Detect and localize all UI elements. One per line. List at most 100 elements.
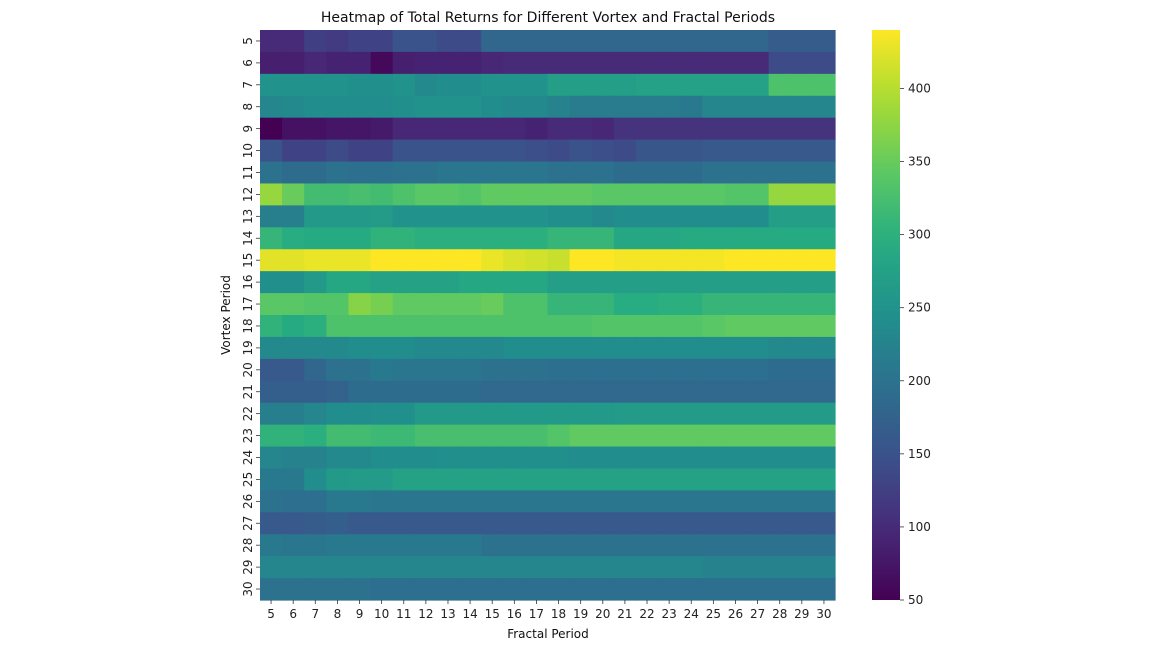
heatmap-cell <box>790 446 814 470</box>
heatmap-cell <box>414 30 438 53</box>
heatmap-cell <box>768 95 792 119</box>
heatmap-cell <box>812 380 836 404</box>
heatmap-cell <box>282 490 305 513</box>
y-tick-label: 13 <box>241 209 255 224</box>
heatmap-cell <box>746 95 770 119</box>
heatmap-cell <box>768 315 792 338</box>
heatmap-cell <box>370 534 394 557</box>
heatmap-cell <box>392 380 416 404</box>
heatmap-cell <box>569 336 593 360</box>
heatmap-cell <box>613 358 637 382</box>
heatmap-cell <box>260 51 283 75</box>
heatmap-cell <box>481 227 504 250</box>
heatmap-cell <box>702 183 726 206</box>
heatmap-cell <box>414 534 438 557</box>
heatmap-cell <box>326 336 350 360</box>
heatmap-cell <box>481 161 504 185</box>
heatmap-cell <box>459 183 482 206</box>
heatmap-cell <box>304 95 327 119</box>
heatmap-cell <box>459 271 482 294</box>
heatmap-cell <box>702 380 726 404</box>
heatmap-cell <box>436 468 460 491</box>
heatmap-cell <box>414 271 438 294</box>
heatmap-cell <box>724 402 748 426</box>
heatmap-cell <box>680 490 703 513</box>
heatmap-cell <box>392 249 416 272</box>
heatmap-cell <box>503 512 526 535</box>
heatmap-cell <box>481 358 504 382</box>
heatmap-cell <box>680 578 703 601</box>
y-tick-label: 24 <box>241 450 255 465</box>
heatmap-cell <box>790 315 814 338</box>
heatmap-cell <box>702 293 726 316</box>
heatmap-cell <box>348 117 372 141</box>
heatmap-cell <box>414 490 438 513</box>
heatmap-cell <box>680 271 703 294</box>
x-tick-label: 28 <box>772 607 787 621</box>
heatmap-cell <box>569 468 593 491</box>
heatmap-cell <box>260 293 283 316</box>
heatmap-cell <box>392 205 416 228</box>
heatmap-cell <box>481 446 504 470</box>
colorbar-tick-label: 300 <box>908 228 931 242</box>
heatmap-cell <box>569 161 593 185</box>
x-tick-label: 17 <box>529 607 544 621</box>
heatmap-cell <box>812 73 836 97</box>
heatmap-cell <box>282 161 305 185</box>
heatmap-cell <box>658 139 681 163</box>
heatmap-cell <box>768 446 792 470</box>
heatmap-cell <box>414 315 438 338</box>
heatmap-cell <box>702 51 726 75</box>
heatmap-cell <box>658 358 681 382</box>
heatmap-cell <box>768 249 792 272</box>
heatmap-cell <box>525 490 549 513</box>
heatmap-cell <box>326 271 350 294</box>
heatmap-cell <box>414 139 438 163</box>
heatmap-cell <box>326 556 350 579</box>
heatmap-cell <box>436 446 460 470</box>
x-tick-label: 6 <box>289 607 297 621</box>
heatmap-cell <box>724 117 748 141</box>
heatmap-cell <box>658 51 681 75</box>
heatmap-cell <box>658 336 681 360</box>
heatmap-cell <box>370 424 394 448</box>
heatmap-cell <box>392 117 416 141</box>
heatmap-cell <box>768 578 792 601</box>
heatmap-cell <box>436 183 460 206</box>
heatmap-cell <box>525 227 549 250</box>
heatmap-cell <box>768 183 792 206</box>
heatmap-cell <box>436 161 460 185</box>
heatmap-cell <box>459 512 482 535</box>
heatmap-cell <box>503 183 526 206</box>
heatmap-cell <box>525 139 549 163</box>
heatmap-cell <box>768 556 792 579</box>
heatmap-cell <box>591 293 615 316</box>
heatmap-cell <box>260 336 283 360</box>
heatmap-cell <box>569 490 593 513</box>
y-tick-label: 28 <box>241 538 255 553</box>
x-tick-label: 13 <box>440 607 455 621</box>
heatmap-cell <box>414 512 438 535</box>
heatmap-cell <box>304 73 327 97</box>
y-tick-label: 22 <box>241 406 255 421</box>
heatmap-cell <box>680 139 703 163</box>
heatmap-cell <box>326 380 350 404</box>
heatmap-cell <box>370 227 394 250</box>
heatmap-cell <box>525 424 549 448</box>
heatmap-cell <box>569 271 593 294</box>
heatmap-cell <box>768 139 792 163</box>
heatmap-cell <box>459 73 482 97</box>
x-axis-label: Fractal Period <box>507 627 589 641</box>
heatmap-cell <box>481 380 504 404</box>
heatmap-cell <box>459 446 482 470</box>
heatmap-cell <box>326 139 350 163</box>
heatmap-cell <box>724 446 748 470</box>
heatmap-cell <box>436 293 460 316</box>
heatmap-cell <box>348 227 372 250</box>
heatmap-cell <box>525 512 549 535</box>
heatmap-cell <box>680 73 703 97</box>
heatmap-cell <box>746 380 770 404</box>
heatmap-cell <box>503 51 526 75</box>
heatmap-cell <box>547 117 571 141</box>
heatmap-cell <box>680 556 703 579</box>
